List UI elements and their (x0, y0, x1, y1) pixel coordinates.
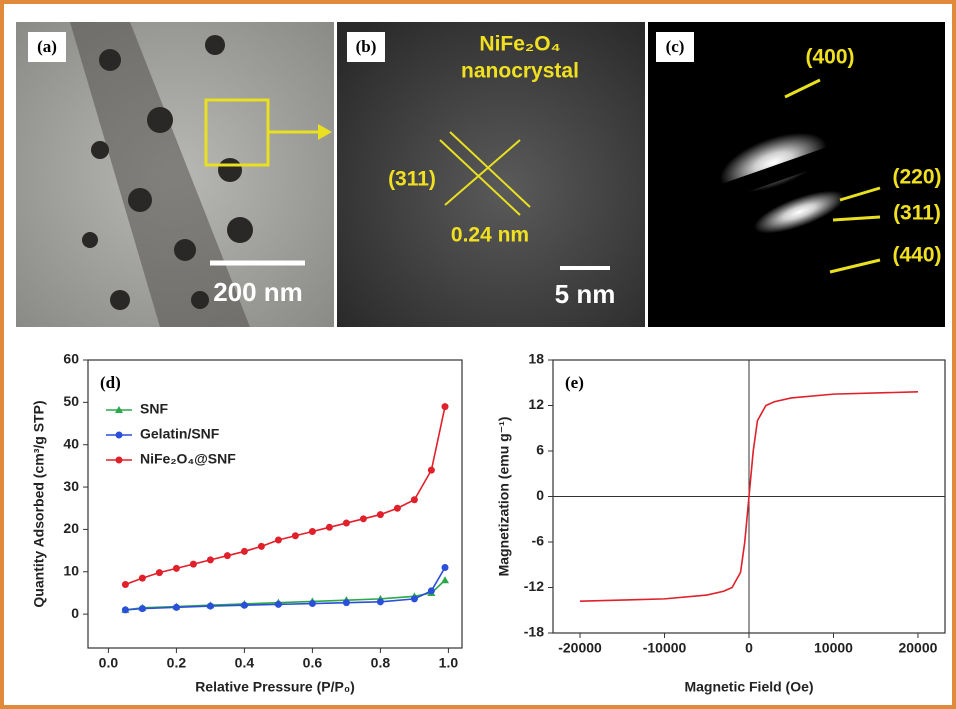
marker (122, 606, 129, 613)
annotation: (440) (892, 244, 941, 267)
y-tick-label: 0 (71, 605, 79, 621)
marker (394, 505, 401, 512)
y-tick-label: 50 (63, 393, 79, 409)
legend-marker (116, 457, 123, 464)
y-tick-label: 12 (528, 396, 544, 412)
annotation: (311) (893, 202, 941, 225)
x-tick-label: 20000 (898, 640, 937, 656)
annotation: NiFe₂O₄ (479, 33, 560, 56)
x-tick-label: 0.4 (235, 655, 255, 671)
legend-label: NiFe₂O₄@SNF (140, 451, 236, 467)
y-tick-label: 30 (63, 478, 79, 494)
x-axis-title: Relative Pressure (P/P₀) (195, 679, 355, 695)
marker (275, 537, 282, 544)
panel-label: (a) (37, 37, 57, 56)
scale-text: 200 nm (213, 277, 303, 307)
panel-label: (c) (666, 37, 685, 56)
marker (173, 604, 180, 611)
legend-label: Gelatin/SNF (140, 426, 220, 442)
y-tick-label: 40 (63, 435, 79, 451)
y-tick-label: 6 (536, 442, 544, 458)
marker (411, 496, 418, 503)
annotation: (220) (892, 166, 941, 189)
y-tick-label: 0 (536, 487, 544, 503)
marker (442, 403, 449, 410)
x-tick-label: 0.6 (303, 655, 323, 671)
y-axis-title: Magnetization (emu g⁻¹) (496, 417, 512, 577)
panel-label: (e) (565, 373, 584, 392)
marker (428, 467, 435, 474)
marker (224, 552, 231, 559)
scale-text: 5 nm (555, 279, 616, 309)
y-tick-label: -12 (524, 578, 544, 594)
annotation: nanocrystal (461, 60, 579, 83)
marker (428, 587, 435, 594)
marker (207, 603, 214, 610)
legend-label: SNF (140, 401, 168, 417)
x-tick-label: -20000 (558, 640, 602, 656)
marker (309, 528, 316, 535)
marker (241, 548, 248, 555)
x-axis-title: Magnetic Field (Oe) (684, 679, 813, 695)
y-tick-label: 20 (63, 520, 79, 536)
y-tick-label: -18 (524, 624, 544, 640)
y-tick-label: 60 (63, 351, 79, 367)
y-tick-label: 10 (63, 562, 79, 578)
marker (275, 601, 282, 608)
marker (139, 605, 146, 612)
panel-label: (b) (356, 37, 377, 56)
legend-marker (116, 432, 123, 439)
figure: (a) 200 nm (b) NiFe₂O₄ nanocrystal (311)… (0, 0, 956, 709)
marker (207, 556, 214, 563)
x-tick-label: 0.0 (99, 655, 119, 671)
marker (360, 515, 367, 522)
marker (156, 569, 163, 576)
marker (241, 602, 248, 609)
marker (343, 599, 350, 606)
marker (309, 600, 316, 607)
y-tick-label: 18 (528, 351, 544, 367)
x-tick-label: 1.0 (439, 655, 459, 671)
annotation: (311) (388, 168, 436, 191)
y-axis-title: Quantity Adsorbed (cm³/g STP) (31, 400, 47, 607)
x-tick-label: 0 (745, 640, 753, 656)
marker (326, 524, 333, 531)
marker (258, 543, 265, 550)
x-tick-label: 0.2 (167, 655, 187, 671)
marker (292, 532, 299, 539)
marker (377, 511, 384, 518)
marker (122, 581, 129, 588)
x-tick-label: -10000 (643, 640, 687, 656)
x-tick-label: 0.8 (371, 655, 391, 671)
marker (190, 561, 197, 568)
marker (173, 565, 180, 572)
annotation: (400) (805, 46, 854, 69)
annotation: 0.24 nm (451, 224, 529, 247)
panel-label: (d) (100, 373, 121, 392)
marker (377, 598, 384, 605)
marker (411, 595, 418, 602)
y-tick-label: -6 (532, 533, 545, 549)
marker (442, 564, 449, 571)
marker (343, 520, 350, 527)
x-tick-label: 10000 (814, 640, 853, 656)
marker (139, 575, 146, 582)
